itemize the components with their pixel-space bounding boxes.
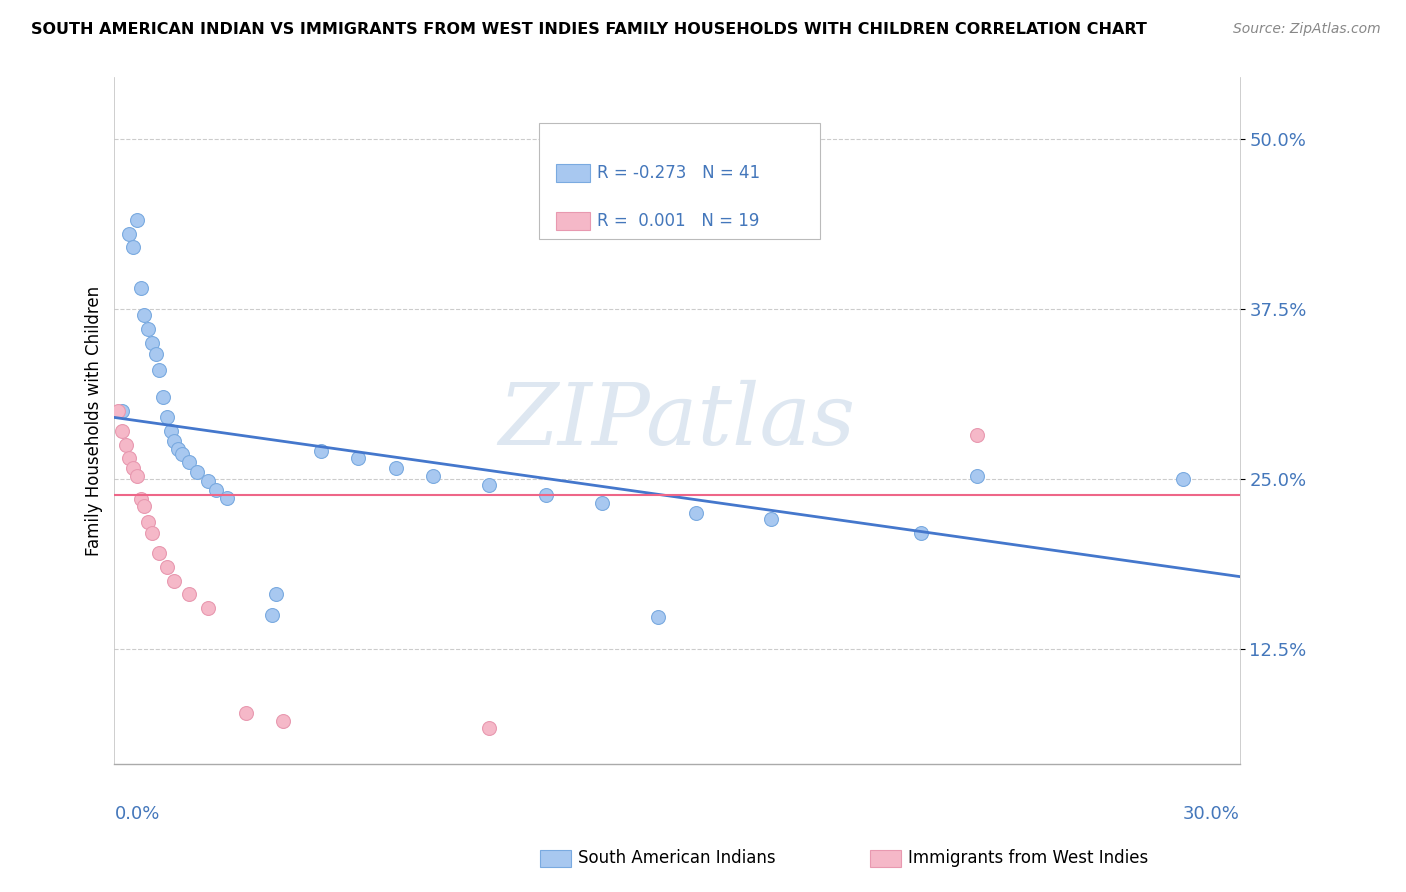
Text: Immigrants from West Indies: Immigrants from West Indies bbox=[908, 849, 1149, 867]
Text: Source: ZipAtlas.com: Source: ZipAtlas.com bbox=[1233, 22, 1381, 37]
Point bbox=[159, 424, 181, 438]
Point bbox=[107, 403, 129, 417]
Point bbox=[478, 721, 501, 735]
Point bbox=[215, 491, 238, 505]
Text: 0.0%: 0.0% bbox=[114, 805, 160, 823]
Point bbox=[134, 309, 156, 323]
Point bbox=[591, 496, 613, 510]
Text: 30.0%: 30.0% bbox=[1182, 805, 1240, 823]
Point bbox=[759, 512, 782, 526]
Text: R =  0.001   N = 19: R = 0.001 N = 19 bbox=[598, 211, 759, 230]
Point bbox=[122, 240, 145, 254]
Text: R = -0.273   N = 41: R = -0.273 N = 41 bbox=[598, 164, 761, 182]
Point bbox=[197, 475, 219, 489]
Text: SOUTH AMERICAN INDIAN VS IMMIGRANTS FROM WEST INDIES FAMILY HOUSEHOLDS WITH CHIL: SOUTH AMERICAN INDIAN VS IMMIGRANTS FROM… bbox=[31, 22, 1147, 37]
Point bbox=[148, 363, 170, 377]
Point bbox=[179, 587, 201, 601]
Point bbox=[309, 444, 332, 458]
Text: ZIPatlas: ZIPatlas bbox=[498, 379, 855, 462]
Point bbox=[347, 451, 370, 466]
Point bbox=[1173, 472, 1195, 486]
Point bbox=[152, 390, 174, 404]
Point bbox=[136, 515, 159, 529]
Point bbox=[647, 610, 669, 624]
Point bbox=[271, 714, 294, 728]
Point bbox=[118, 227, 141, 241]
Point bbox=[163, 434, 186, 448]
Point bbox=[145, 346, 167, 360]
Point bbox=[114, 437, 136, 451]
Point bbox=[186, 465, 208, 479]
Point bbox=[156, 410, 179, 425]
Point bbox=[134, 499, 156, 513]
Point bbox=[111, 403, 134, 417]
Point bbox=[125, 469, 148, 483]
Point bbox=[966, 469, 988, 483]
Point bbox=[422, 469, 444, 483]
Point bbox=[235, 706, 257, 720]
Point bbox=[204, 483, 226, 497]
Point bbox=[163, 574, 186, 588]
Point bbox=[129, 491, 152, 506]
Point bbox=[111, 424, 134, 438]
Point bbox=[156, 560, 179, 574]
Point bbox=[125, 213, 148, 227]
Point bbox=[148, 546, 170, 560]
Point bbox=[167, 442, 190, 456]
Point bbox=[179, 455, 201, 469]
Point bbox=[478, 478, 501, 492]
Point bbox=[122, 460, 145, 475]
Point bbox=[384, 460, 406, 475]
Point bbox=[141, 526, 163, 541]
Point bbox=[910, 526, 932, 541]
Point bbox=[966, 428, 988, 442]
Point bbox=[260, 607, 283, 622]
Point bbox=[118, 451, 141, 466]
Point bbox=[685, 506, 707, 520]
Point bbox=[170, 447, 193, 461]
Point bbox=[534, 488, 557, 502]
Y-axis label: Family Households with Children: Family Households with Children bbox=[86, 285, 103, 556]
Point bbox=[264, 587, 287, 601]
Point bbox=[129, 281, 152, 295]
Point bbox=[141, 335, 163, 350]
Point bbox=[136, 322, 159, 336]
Point bbox=[197, 600, 219, 615]
Text: South American Indians: South American Indians bbox=[578, 849, 776, 867]
